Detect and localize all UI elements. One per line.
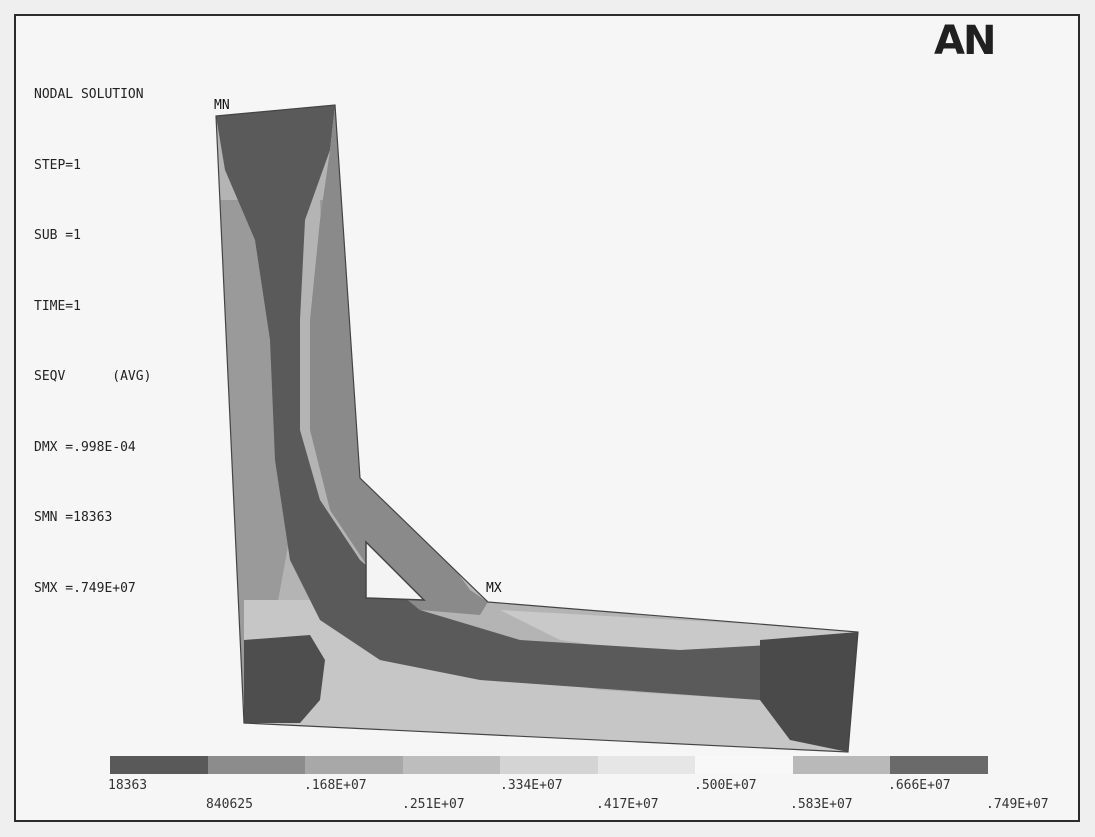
legend-color-bar bbox=[110, 756, 988, 774]
info-smn: SMN =18363 bbox=[34, 510, 113, 525]
info-dmx: DMX =.998E-04 bbox=[34, 439, 136, 455]
triangle-cutout bbox=[365, 540, 426, 601]
contour-corner-blob bbox=[244, 635, 325, 723]
max-node-label: MX bbox=[486, 581, 502, 596]
contour-high-stress-band bbox=[216, 105, 858, 700]
legend-swatch-3 bbox=[305, 756, 403, 774]
info-seqv: SEQV (AVG) bbox=[34, 369, 152, 384]
legend-swatch-4 bbox=[402, 756, 500, 774]
info-step: STEP=1 bbox=[34, 157, 81, 173]
legend-swatch-5 bbox=[500, 756, 598, 774]
contour-right-end bbox=[760, 632, 858, 752]
min-node-label: MN bbox=[214, 98, 230, 113]
legend-tick-top-3: .334E+07 bbox=[500, 778, 563, 793]
legend-tick-bottom-1: 840625 bbox=[206, 797, 253, 812]
info-time: TIME=1 bbox=[34, 298, 81, 314]
legend-tick-bottom-5: .749E+07 bbox=[986, 797, 1049, 812]
legend-swatch-1 bbox=[110, 756, 208, 774]
legend-tick-bottom-2: .251E+07 bbox=[402, 797, 465, 812]
legend-swatch-6 bbox=[597, 756, 695, 774]
legend-tick-top-5: .666E+07 bbox=[888, 778, 951, 793]
legend-swatch-8 bbox=[792, 756, 890, 774]
contour-inner-band bbox=[310, 105, 488, 615]
legend-tick-top-1: 18363 bbox=[108, 778, 148, 793]
legend-tick-top-4: .500E+07 bbox=[694, 778, 757, 793]
legend-tick-bottom-4: .583E+07 bbox=[790, 797, 853, 812]
legend-tick-bottom-3: .417E+07 bbox=[596, 797, 659, 812]
info-title: NODAL SOLUTION bbox=[34, 87, 144, 102]
ansys-logo: AN bbox=[934, 18, 996, 64]
solution-info: NODAL SOLUTION STEP=1 SUB =1 TIME=1 SEQV… bbox=[34, 36, 151, 624]
legend-tick-top-2: .168E+07 bbox=[304, 778, 367, 793]
legend-swatch-7 bbox=[695, 756, 793, 774]
info-smx: SMX =.749E+07 bbox=[34, 580, 136, 596]
legend-swatch-2 bbox=[207, 756, 305, 774]
info-sub: SUB =1 bbox=[34, 228, 81, 243]
part-outline bbox=[215, 104, 859, 753]
legend-swatch-9 bbox=[890, 756, 988, 774]
